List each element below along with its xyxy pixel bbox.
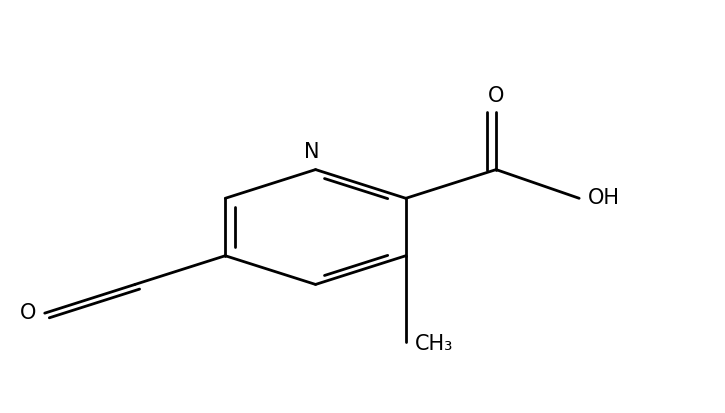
Text: O: O: [20, 303, 36, 323]
Text: OH: OH: [588, 188, 620, 208]
Text: CH₃: CH₃: [415, 334, 453, 354]
Text: O: O: [488, 86, 505, 106]
Text: N: N: [304, 142, 320, 162]
